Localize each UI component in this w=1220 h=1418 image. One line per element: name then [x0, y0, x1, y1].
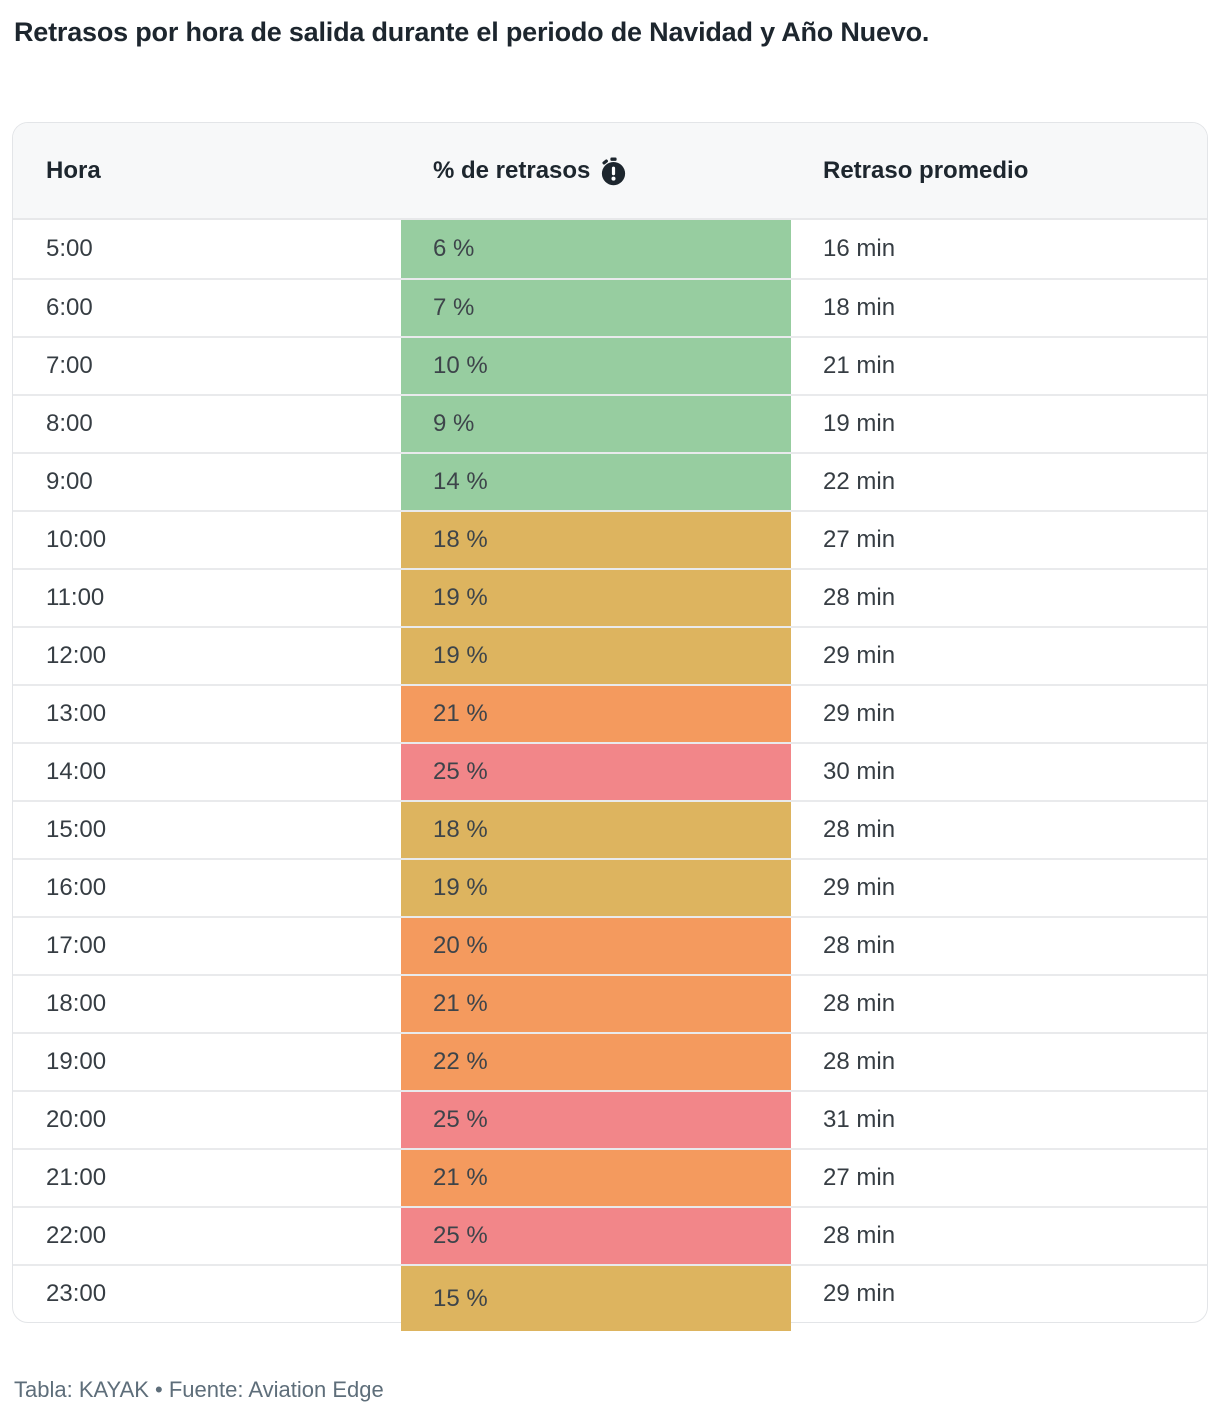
delay-cell: 28 min	[823, 932, 896, 960]
delay-cell: 21 min	[823, 352, 896, 380]
delay-cell: 27 min	[823, 1164, 896, 1192]
table-row: 20:00 25 % 31 min	[13, 1090, 1207, 1149]
table-row: 5:00 6 % 16 min	[13, 220, 1207, 279]
pct-cell: 25 %	[401, 1092, 791, 1149]
delay-cell: 22 min	[823, 468, 896, 496]
hora-cell: 23:00	[46, 1280, 107, 1308]
column-header-hora: Hora	[46, 156, 101, 184]
table-row: 23:00 15 % 29 min	[13, 1264, 1207, 1332]
hora-cell: 8:00	[46, 410, 93, 438]
delay-cell: 31 min	[823, 1106, 896, 1134]
column-header-delay: Retraso promedio	[823, 156, 1029, 184]
table-row: 22:00 25 % 28 min	[13, 1206, 1207, 1265]
pct-cell: 18 %	[401, 802, 791, 859]
pct-cell: 22 %	[401, 1034, 791, 1091]
table-row: 8:00 9 % 19 min	[13, 394, 1207, 453]
table-row: 10:00 18 % 27 min	[13, 510, 1207, 569]
table-row: 19:00 22 % 28 min	[13, 1032, 1207, 1091]
table-row: 6:00 7 % 18 min	[13, 278, 1207, 337]
hora-cell: 17:00	[46, 932, 107, 960]
delay-cell: 29 min	[823, 642, 896, 670]
delay-cell: 19 min	[823, 410, 896, 438]
table-row: 12:00 19 % 29 min	[13, 626, 1207, 685]
pct-cell: 6 %	[401, 220, 791, 279]
pct-cell: 19 %	[401, 570, 791, 627]
hora-cell: 10:00	[46, 526, 107, 554]
hora-cell: 19:00	[46, 1048, 107, 1076]
hora-cell: 5:00	[46, 235, 93, 263]
delay-cell: 29 min	[823, 700, 896, 728]
delay-cell: 29 min	[823, 1280, 896, 1308]
pct-cell: 7 %	[401, 280, 791, 337]
pct-cell: 19 %	[401, 628, 791, 685]
pct-cell: 19 %	[401, 860, 791, 917]
delay-cell: 28 min	[823, 1222, 896, 1250]
hora-cell: 12:00	[46, 642, 107, 670]
column-header-pct-label: % de retrasos	[433, 156, 591, 184]
table-row: 16:00 19 % 29 min	[13, 858, 1207, 917]
source-caption: Tabla: KAYAK • Fuente: Aviation Edge	[14, 1377, 384, 1403]
table-header: Hora % de retrasos	[13, 123, 1207, 221]
delay-cell: 28 min	[823, 990, 896, 1018]
delay-cell: 16 min	[823, 235, 896, 263]
delay-cell: 28 min	[823, 584, 896, 612]
hora-cell: 20:00	[46, 1106, 107, 1134]
hora-cell: 13:00	[46, 700, 107, 728]
table-row: 11:00 19 % 28 min	[13, 568, 1207, 627]
table-row: 13:00 21 % 29 min	[13, 684, 1207, 743]
delay-cell: 28 min	[823, 1048, 896, 1076]
delay-cell: 18 min	[823, 294, 896, 322]
pct-cell: 9 %	[401, 396, 791, 453]
table-row: 15:00 18 % 28 min	[13, 800, 1207, 859]
pct-cell: 20 %	[401, 918, 791, 975]
table-row: 7:00 10 % 21 min	[13, 336, 1207, 395]
table-row: 18:00 21 % 28 min	[13, 974, 1207, 1033]
pct-cell: 21 %	[401, 976, 791, 1033]
hora-cell: 18:00	[46, 990, 107, 1018]
delays-table-card: Hora % de retrasos	[12, 122, 1208, 1332]
hora-cell: 11:00	[46, 584, 105, 612]
delay-cell: 28 min	[823, 816, 896, 844]
table-row: 9:00 14 % 22 min	[13, 452, 1207, 511]
hora-cell: 15:00	[46, 816, 107, 844]
hora-cell: 6:00	[46, 294, 93, 322]
hora-cell: 22:00	[46, 1222, 107, 1250]
stopwatch-alert-icon[interactable]	[600, 157, 627, 186]
delay-cell: 30 min	[823, 758, 896, 786]
pct-cell: 10 %	[401, 338, 791, 395]
pct-cell: 15 %	[401, 1266, 791, 1332]
hora-cell: 9:00	[46, 468, 93, 496]
table-body: 5:00 6 % 16 min 6:00 7 % 18 min 7:00 10 …	[13, 220, 1207, 1332]
table-row: 21:00 21 % 27 min	[13, 1148, 1207, 1207]
pct-cell: 14 %	[401, 454, 791, 511]
pct-cell: 21 %	[401, 686, 791, 743]
page-title: Retrasos por hora de salida durante el p…	[14, 17, 930, 47]
hora-cell: 7:00	[46, 352, 93, 380]
table-row: 14:00 25 % 30 min	[13, 742, 1207, 801]
pct-cell: 25 %	[401, 744, 791, 801]
pct-cell: 21 %	[401, 1150, 791, 1207]
column-header-pct: % de retrasos	[401, 155, 791, 186]
delay-cell: 27 min	[823, 526, 896, 554]
pct-cell: 18 %	[401, 512, 791, 569]
pct-cell: 25 %	[401, 1208, 791, 1265]
hora-cell: 14:00	[46, 758, 107, 786]
table-row: 17:00 20 % 28 min	[13, 916, 1207, 975]
delay-cell: 29 min	[823, 874, 896, 902]
hora-cell: 16:00	[46, 874, 107, 902]
hora-cell: 21:00	[46, 1164, 107, 1192]
